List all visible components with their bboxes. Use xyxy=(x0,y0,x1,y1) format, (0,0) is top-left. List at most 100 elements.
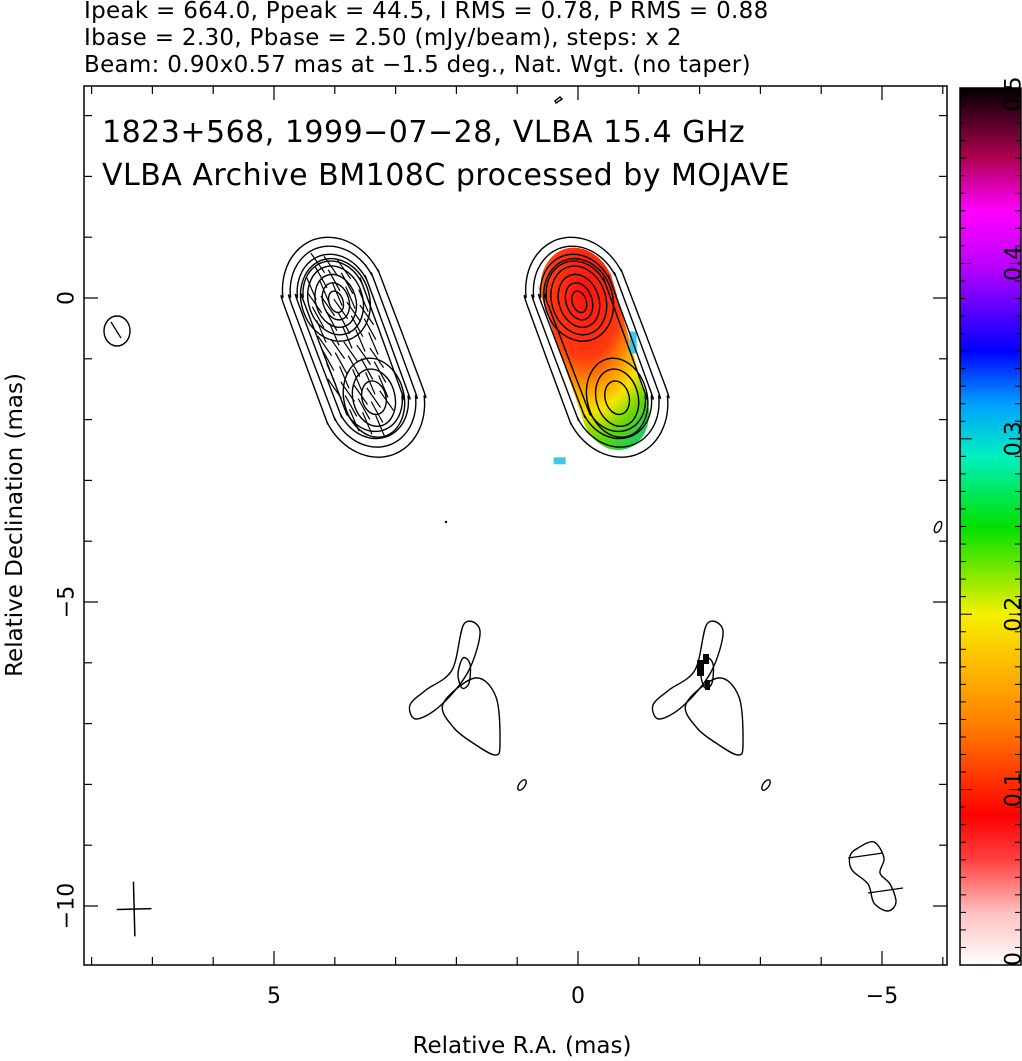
evpa-vector xyxy=(329,323,340,346)
colorbar-tick-label: 0.5 xyxy=(1002,77,1022,112)
intensity-core-contour xyxy=(564,282,594,321)
beam-minor-axis xyxy=(116,907,152,911)
x-axis-label: Relative R.A. (mas) xyxy=(413,1033,632,1059)
evpa-vector xyxy=(355,329,366,352)
right-artifact xyxy=(684,677,744,756)
x-tick-labels: 5 0 −5 xyxy=(267,984,898,1009)
evpa-vector xyxy=(310,252,326,274)
evpa-vector xyxy=(327,378,343,399)
evpa-vector xyxy=(375,414,386,438)
x-tick-label: 5 xyxy=(267,984,281,1009)
colorbar-tick-labels: 0 0.1 0.2 0.3 0.4 0.5 xyxy=(1002,77,1022,967)
evpa-vector xyxy=(358,289,369,312)
evpa-vector xyxy=(368,332,379,355)
intensity-outer-contour xyxy=(543,260,648,433)
polarization-emission xyxy=(537,247,651,451)
evpa-vector xyxy=(319,280,330,303)
evpa-vector xyxy=(379,390,395,411)
polarization-contours xyxy=(280,236,427,458)
colorbar-gradient xyxy=(959,87,1022,966)
evpa-vector xyxy=(359,304,375,326)
evpa-vector xyxy=(342,326,353,349)
intensity-core-contour xyxy=(543,257,615,342)
polarization-outer-contour xyxy=(280,236,427,458)
x-tick-label: 0 xyxy=(571,984,585,1009)
colorbar-ticks xyxy=(960,87,1021,966)
evpa-vector xyxy=(369,347,385,368)
evpa-vector xyxy=(320,295,336,317)
noise-contour xyxy=(848,840,897,912)
evpa-vector xyxy=(360,358,374,380)
evpa-vector xyxy=(324,309,338,331)
evpa-vector xyxy=(332,283,343,306)
polarization-color-map xyxy=(537,247,651,465)
evpa-vector xyxy=(326,363,337,386)
polarization-core-contour xyxy=(327,290,345,314)
polarization-outer-contour xyxy=(287,245,418,448)
polarization-outer-contour xyxy=(294,253,411,440)
noise-vector xyxy=(847,852,884,859)
y-tick-labels: 0 −5 −10 xyxy=(55,291,80,929)
right-artifact xyxy=(651,620,724,720)
noise-contour xyxy=(103,315,131,347)
evpa-vector xyxy=(327,269,341,292)
evpa-vector xyxy=(334,352,348,374)
evpa-vector xyxy=(349,408,360,432)
artifact-pixel xyxy=(703,654,709,664)
evpa-vector xyxy=(352,369,363,392)
evpa-vector xyxy=(347,355,361,377)
evpa-vector xyxy=(363,318,377,340)
intensity-outer-contour xyxy=(537,253,654,440)
colorbar-tick-label: 0.1 xyxy=(1002,772,1022,807)
left-artifact xyxy=(408,620,481,720)
plot-frame xyxy=(83,85,948,966)
intensity-knot-contour xyxy=(604,380,631,416)
header-line-1: Ipeak = 664.0, Ppeak = 44.5, I RMS = 0.7… xyxy=(84,0,769,24)
evpa-vector xyxy=(373,361,387,383)
evpa-vector xyxy=(333,298,349,320)
evpa-vector xyxy=(357,398,371,420)
evpa-vector xyxy=(317,335,333,356)
evpa-vector xyxy=(340,272,354,295)
polarization-edge-pixel xyxy=(553,457,566,465)
noise-contour xyxy=(554,96,564,105)
y-tick-label: 0 xyxy=(55,291,80,305)
noise-vector xyxy=(110,321,122,339)
evpa-vector xyxy=(350,315,364,337)
evpa-vector xyxy=(345,286,356,309)
evpa-vector xyxy=(366,387,382,408)
polarization-outer-contour xyxy=(300,260,405,433)
intensity-core-contour xyxy=(571,290,588,314)
evpa-vector xyxy=(339,366,350,389)
intensity-outer-contour xyxy=(523,236,670,458)
colorbar-tick-label: 0.4 xyxy=(1002,246,1022,281)
evpa-vector xyxy=(336,258,352,280)
evpa-vector xyxy=(353,384,369,405)
artifact-pixel xyxy=(697,660,704,676)
axes-ticks xyxy=(84,86,947,965)
evpa-vector xyxy=(314,266,328,289)
noise-dot xyxy=(444,520,448,524)
y-tick-label: −10 xyxy=(55,883,80,929)
evpa-vector xyxy=(346,301,362,323)
evpa-vector xyxy=(370,401,384,423)
colorbar-tick-label: 0.3 xyxy=(1002,421,1022,456)
noise-contour xyxy=(933,520,943,534)
y-tick-label: −5 xyxy=(55,586,80,618)
evpa-vector xyxy=(356,344,372,365)
evpa-vector xyxy=(321,349,335,371)
intensity-core-contour xyxy=(550,265,608,336)
noise-contour xyxy=(761,779,771,791)
noise-vector xyxy=(867,887,904,894)
intensity-core-contour xyxy=(557,273,601,328)
colorbar-tick-label: 0.2 xyxy=(1002,597,1022,632)
colorbar-tick-label: 0 xyxy=(1002,952,1022,966)
annotation-archive: VLBA Archive BM108C processed by MOJAVE xyxy=(102,158,790,193)
beam-marker xyxy=(116,881,152,937)
plot-area xyxy=(83,85,948,966)
polarization-core-contour xyxy=(314,273,358,328)
artifact-pixel xyxy=(705,680,710,690)
y-axis-label: Relative Declination (mas) xyxy=(2,373,28,677)
evpa-vectors xyxy=(306,252,395,438)
